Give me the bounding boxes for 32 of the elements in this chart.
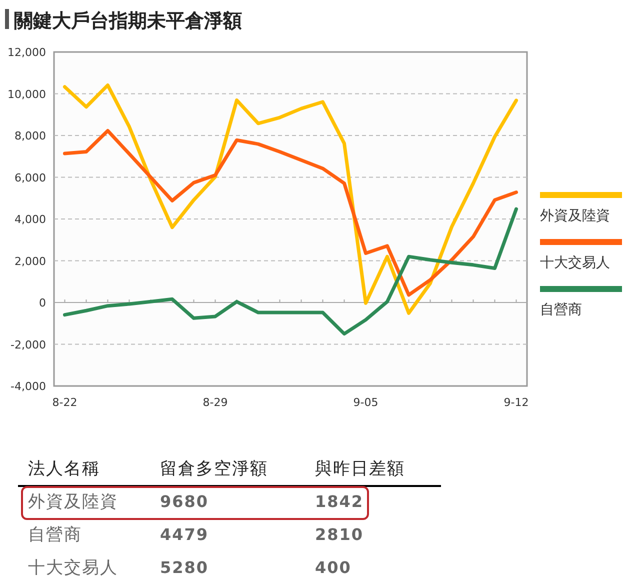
- x-tick-label: 9-12: [504, 396, 529, 409]
- text: 與昨日差額: [315, 459, 405, 479]
- x-tick-label: 9-05: [353, 396, 378, 409]
- y-tick-label: 12,000: [8, 46, 46, 59]
- y-tick-label: 8,000: [14, 130, 46, 142]
- text: 2810: [315, 525, 364, 544]
- text: 法人名稱: [28, 459, 100, 479]
- text: 十大交易人: [540, 255, 610, 271]
- text: 留倉多空淨額: [160, 459, 268, 479]
- y-tick-label: 6,000: [14, 171, 46, 184]
- y-tick-label: 4,000: [14, 213, 46, 226]
- chart-title: 關鍵大戶台指期未平倉淨額: [14, 10, 242, 32]
- y-tick-label: -4,000: [10, 380, 46, 393]
- text: 4479: [160, 525, 209, 544]
- text: 9680: [160, 492, 209, 511]
- text: 1842: [315, 492, 364, 511]
- x-tick-label: 8-22: [52, 396, 78, 409]
- text: 外資及陸資: [540, 208, 610, 224]
- y-tick-label: 0: [39, 296, 46, 310]
- x-tick-label: 8-29: [202, 396, 228, 409]
- text: 十大交易人: [28, 558, 118, 578]
- y-tick-label: -2,000: [10, 338, 46, 352]
- text: 5280: [160, 558, 209, 577]
- text: 自營商: [540, 302, 582, 318]
- line-series: [63, 128, 518, 297]
- y-tick-label: 10,000: [8, 88, 46, 101]
- line-series: [63, 83, 518, 315]
- text: 自營商: [28, 525, 82, 545]
- text: 外資及陸資: [28, 492, 118, 512]
- line-series: [63, 207, 518, 336]
- y-tick-label: 2,000: [14, 254, 46, 268]
- text: 400: [315, 558, 352, 577]
